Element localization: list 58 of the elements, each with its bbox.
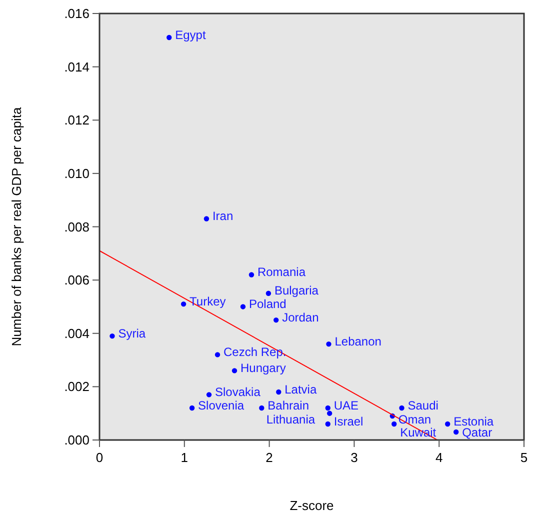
point xyxy=(189,405,195,411)
y-tick-label: .012 xyxy=(64,112,90,128)
point xyxy=(180,301,186,307)
y-tick-label: .010 xyxy=(64,166,90,181)
x-tick-label: 5 xyxy=(520,450,528,465)
x-tick-label: 3 xyxy=(350,450,358,465)
annotation: Poland xyxy=(248,297,286,312)
annotation: Slovakia xyxy=(215,385,261,400)
point xyxy=(453,429,459,435)
point xyxy=(166,34,172,40)
y-tick-label: .016 xyxy=(64,6,90,21)
point xyxy=(259,405,264,411)
annotation: Lebanon xyxy=(334,334,382,348)
annotation: UAE xyxy=(334,398,359,412)
point xyxy=(110,333,115,339)
y-tick-label: .014 xyxy=(64,59,90,74)
point xyxy=(399,405,404,411)
annotation: Oman xyxy=(398,412,432,426)
point xyxy=(392,421,397,427)
annotation: Egypt xyxy=(175,28,206,42)
point xyxy=(206,392,212,398)
point xyxy=(325,421,330,427)
y-tick-label: .000 xyxy=(64,432,90,448)
point xyxy=(204,216,210,222)
point xyxy=(240,304,246,310)
x-tick-label: 4 xyxy=(435,450,443,465)
annotation: Iran xyxy=(212,209,234,224)
annotation: Romania xyxy=(257,265,306,280)
point xyxy=(444,421,450,427)
annotation: Syria xyxy=(118,326,146,340)
point xyxy=(326,410,332,416)
annotation: Turkey xyxy=(190,294,226,308)
annotation: Hungary xyxy=(240,361,286,376)
point xyxy=(326,341,332,347)
y-axis-title: Number of banks per real GDP per capita xyxy=(9,106,24,346)
y-tick-label: .002 xyxy=(64,379,90,394)
annotation: Bulgaria xyxy=(274,284,319,298)
y-tick-label: .006 xyxy=(64,272,90,288)
point xyxy=(325,405,330,411)
point xyxy=(214,352,220,358)
x-tick-label: 2 xyxy=(266,450,273,465)
y-tick-label: .008 xyxy=(64,219,90,234)
point xyxy=(232,368,238,374)
point xyxy=(248,272,254,278)
y-tick-label: .004 xyxy=(64,326,90,341)
annotation: Jordan xyxy=(282,310,319,324)
annotation: Latvia xyxy=(284,382,317,396)
point xyxy=(266,290,272,296)
x-tick-label: 1 xyxy=(180,450,188,465)
point xyxy=(273,317,279,323)
point xyxy=(276,389,282,395)
x-tick-label: 0 xyxy=(96,450,104,465)
x-axis-title: Z-score xyxy=(290,498,334,513)
annotation: Bahrain xyxy=(268,398,310,412)
annotation: Israel xyxy=(334,414,364,428)
annotation: Slovenia xyxy=(198,398,244,412)
annotation: Lithuania xyxy=(266,412,316,427)
annotation: Saudi xyxy=(408,398,438,412)
